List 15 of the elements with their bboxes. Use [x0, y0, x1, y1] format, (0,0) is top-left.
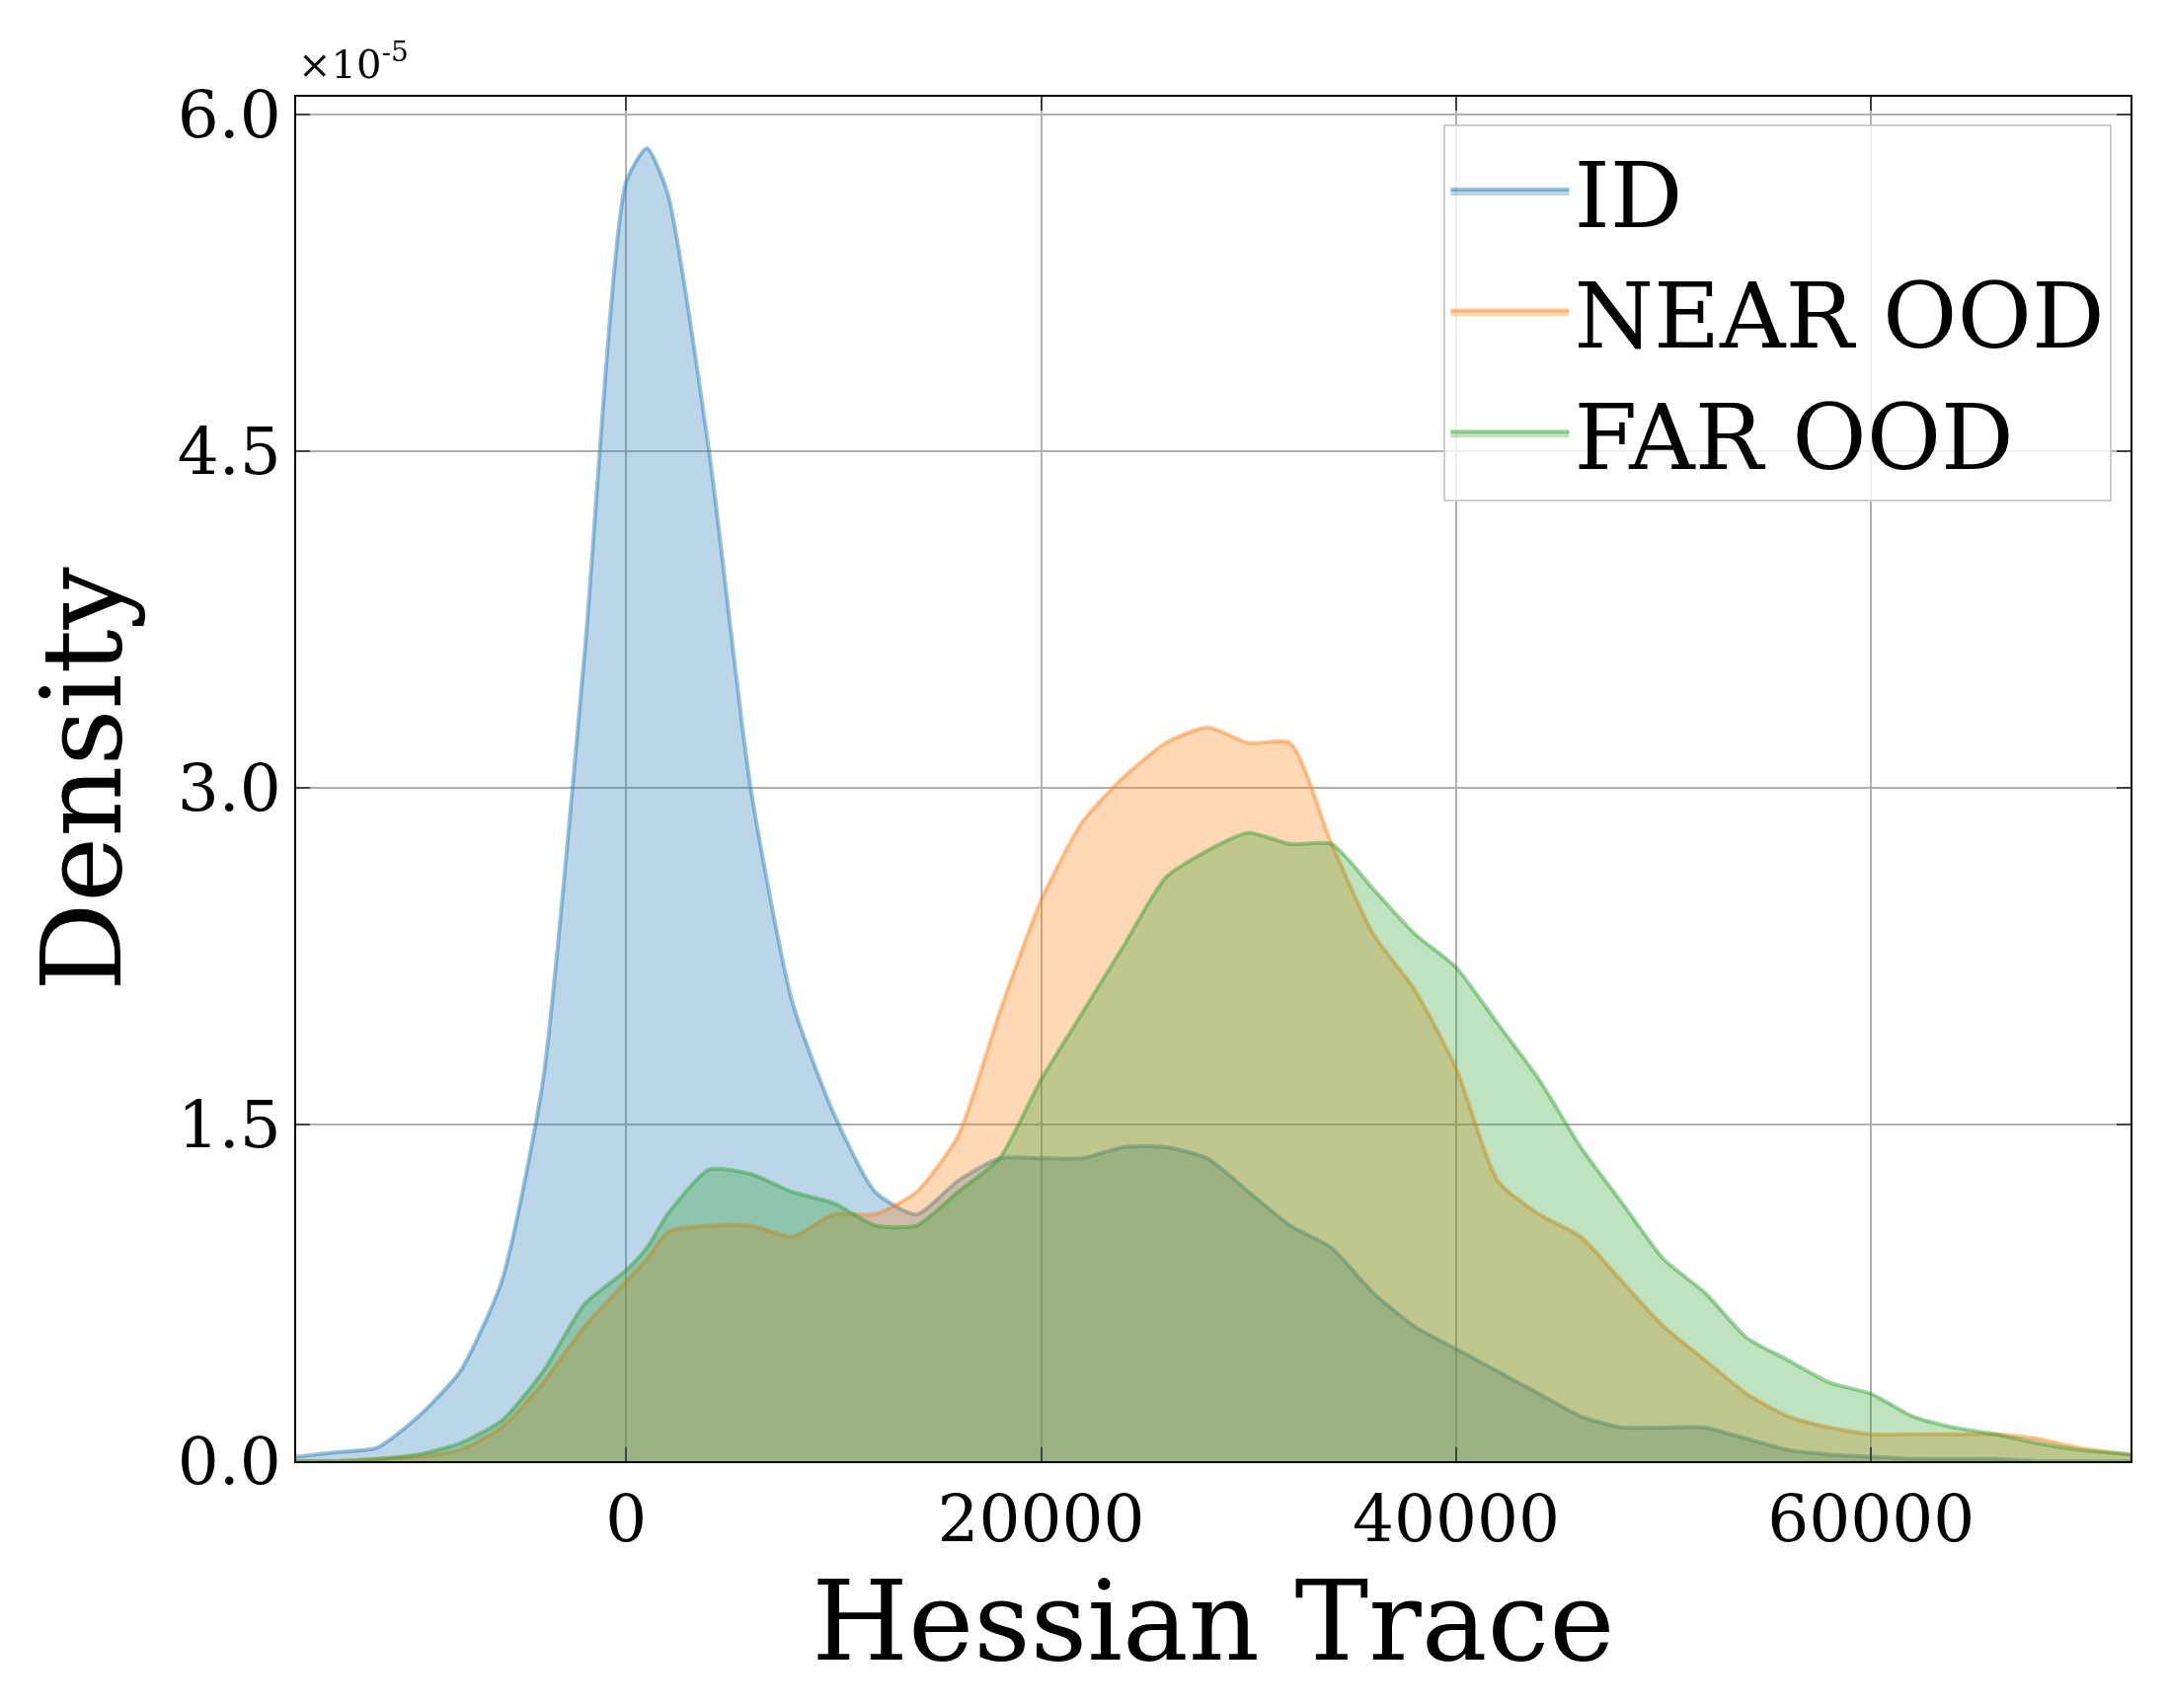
x-tick-label: 40000 [1352, 1481, 1560, 1558]
y-tick-label: 0.0 [177, 1424, 281, 1501]
text: ×10$^{-5}$ [298, 36, 409, 87]
y-tick-label: 6.0 [177, 77, 281, 154]
x-tick-label: 60000 [1767, 1481, 1976, 1558]
legend-label: ID [1574, 142, 1683, 249]
y-tick-label: 1.5 [177, 1087, 281, 1164]
legend-label: NEAR OOD [1574, 264, 2105, 370]
x-tick-label: 0 [605, 1481, 648, 1558]
legend-label: FAR OOD [1574, 385, 2014, 492]
y-tick-label: 3.0 [177, 750, 281, 827]
y-tick-label: 4.5 [177, 414, 281, 491]
y-axis-title: Density [17, 567, 146, 991]
x-axis-title: Hessian Trace [812, 1557, 1615, 1686]
x-tick-label: 20000 [937, 1481, 1145, 1558]
